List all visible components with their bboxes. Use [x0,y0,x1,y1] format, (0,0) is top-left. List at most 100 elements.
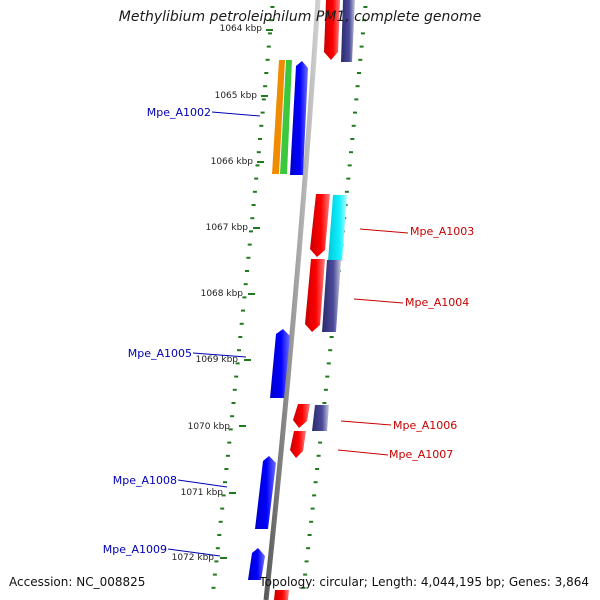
callout-line [359,228,409,234]
kbp-tick [261,95,268,97]
minor-tick [359,45,364,48]
cds-feature-red[interactable] [293,404,310,428]
minor-tick [347,164,352,167]
minor-tick [312,494,317,497]
minor-tick [250,217,255,220]
minor-tick [247,243,252,246]
minor-tick [227,441,232,444]
minor-tick [214,560,219,563]
minor-tick [252,190,257,193]
minor-tick [239,322,244,325]
callout-line [211,111,261,117]
callout-line [192,352,247,358]
minor-tick [231,402,236,404]
minor-tick [243,283,248,286]
minor-tick [351,124,356,127]
minor-tick [360,32,365,35]
gene-label[interactable]: Mpe_A1005 [128,347,192,360]
minor-tick [223,481,227,484]
minor-tick [212,573,217,576]
minor-tick [310,507,315,510]
gene-label[interactable]: Mpe_A1009 [103,543,167,556]
callout-line [337,449,389,456]
minor-tick [256,151,261,154]
callout-line [177,479,228,488]
minor-tick [230,415,235,418]
minor-tick [234,375,239,378]
minor-tick [265,58,270,61]
minor-tick [313,481,318,484]
gene-label[interactable]: Mpe_A1003 [410,225,474,238]
gene-label[interactable]: Mpe_A1002 [147,106,211,119]
minor-tick [260,111,265,114]
minor-tick [353,111,357,114]
minor-tick [363,6,368,8]
minor-tick [354,98,359,101]
cds-feature-red[interactable] [274,590,289,600]
minor-tick [326,362,331,365]
kbp-tick-label: 1065 kbp [215,91,258,101]
kbp-tick [244,359,251,361]
kbp-tick [220,557,227,559]
minor-tick [315,468,320,470]
minor-tick [241,309,245,312]
cds-feature-cyan[interactable] [328,195,347,261]
cds-feature-navy[interactable] [322,260,341,332]
cds-feature-orange[interactable] [272,60,285,174]
minor-tick [316,454,321,457]
minor-tick [251,204,256,206]
kbp-tick-label: 1068 kbp [201,289,244,299]
gene-label[interactable]: Mpe_A1007 [389,448,453,461]
minor-tick [325,375,330,378]
minor-tick [255,164,260,167]
minor-tick [350,138,355,140]
minor-tick [218,520,223,523]
callout-line [340,420,392,426]
minor-tick [263,85,268,88]
kbp-tick [229,492,236,494]
cds-feature-red[interactable] [290,431,306,458]
gene-label[interactable]: Mpe_A1004 [405,296,469,309]
kbp-tick [257,161,264,163]
kbp-tick [239,425,246,427]
minor-tick [246,256,251,259]
cds-feature-red[interactable] [310,194,330,257]
callout-line [167,548,221,557]
minor-tick [270,6,275,8]
minor-tick [238,336,243,338]
minor-tick [303,573,308,576]
kbp-tick [248,293,255,295]
minor-tick [322,402,327,404]
kbp-tick-label: 1071 kbp [181,488,224,498]
cds-feature-navy[interactable] [341,0,355,62]
minor-tick [245,270,249,272]
cds-feature-blue[interactable] [270,329,290,398]
cds-feature-blue[interactable] [255,456,276,529]
map-title: Methylibium petroleiphilum PM1, complete… [118,9,482,25]
cds-feature-blue[interactable] [248,548,265,580]
minor-tick [254,177,259,180]
kbp-tick-label: 1072 kbp [172,553,215,563]
cds-feature-red[interactable] [324,0,340,60]
gene-callouts [167,111,409,557]
minor-tick [304,560,309,563]
minor-tick [344,190,349,193]
minor-tick [328,349,333,352]
minor-tick [242,296,247,299]
minor-tick [307,534,312,536]
accession-label: Accession: NC_008825 [9,575,146,589]
cds-feature-red[interactable] [305,259,325,332]
cds-feature-navy[interactable] [312,405,329,431]
cds-feature-green[interactable] [280,60,292,174]
cds-feature-blue[interactable] [290,61,308,175]
reverse-strand-features [274,0,355,600]
minor-tick [221,494,226,497]
gene-label[interactable]: Mpe_A1008 [113,474,177,487]
minor-tick [362,19,367,22]
kbp-tick-label: 1070 kbp [188,422,231,432]
minor-tick [228,428,233,431]
minor-tick [355,85,360,88]
forward-strand-features [248,60,308,580]
gene-labels: Mpe_A1002 Mpe_A1003 Mpe_A1004 Mpe_A1005 … [103,106,475,556]
gene-label[interactable]: Mpe_A1006 [393,419,457,432]
